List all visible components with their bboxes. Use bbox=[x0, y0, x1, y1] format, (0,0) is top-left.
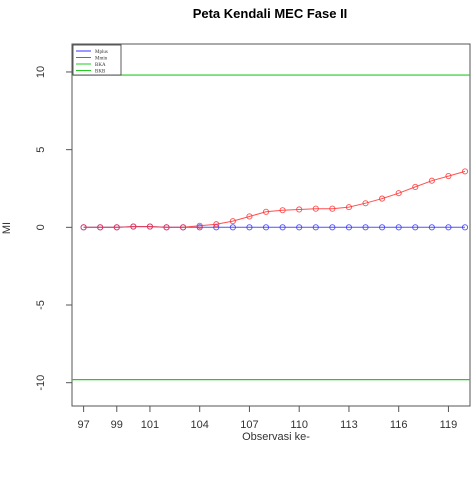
data-point-mmin bbox=[97, 224, 104, 231]
y-tick-label: 0 bbox=[35, 224, 47, 230]
data-point-mplus bbox=[395, 224, 402, 231]
y-tick-label: 5 bbox=[35, 147, 47, 153]
series-layer bbox=[72, 74, 470, 381]
legend-label-mplus: Mplus bbox=[95, 50, 108, 55]
x-tick-label: 113 bbox=[340, 419, 358, 431]
y-tick-label: 10 bbox=[35, 66, 47, 78]
data-point-mplus bbox=[213, 224, 220, 231]
data-point-mmin bbox=[428, 177, 435, 184]
data-point-mplus bbox=[229, 224, 236, 231]
data-point-mmin bbox=[196, 222, 203, 229]
x-tick-label: 119 bbox=[440, 419, 458, 431]
data-point-mmin bbox=[312, 205, 319, 212]
data-point-mmin bbox=[229, 218, 236, 225]
y-tick-label: -5 bbox=[35, 300, 47, 310]
data-point-mplus bbox=[412, 224, 419, 231]
data-point-mmin bbox=[180, 224, 187, 231]
chart-title: Peta Kendali MEC Fase II bbox=[193, 6, 348, 21]
data-point-mmin bbox=[412, 183, 419, 190]
data-point-mmin bbox=[296, 206, 303, 213]
data-point-mmin bbox=[345, 204, 352, 211]
data-point-mmin bbox=[279, 207, 286, 214]
x-axis: 97 99 101 104 107 110 113 116 119 bbox=[77, 406, 457, 431]
data-point-mmin bbox=[113, 224, 120, 231]
data-point-mmin bbox=[461, 168, 469, 175]
data-point-mplus bbox=[329, 224, 336, 231]
data-point-mplus bbox=[379, 224, 386, 231]
data-point-mplus bbox=[262, 224, 270, 231]
data-point-mmin bbox=[395, 190, 402, 197]
data-point-mmin bbox=[130, 223, 137, 230]
data-point-mplus bbox=[296, 224, 303, 231]
data-point-mplus bbox=[428, 224, 435, 231]
y-axis-label: MI bbox=[1, 222, 13, 234]
x-tick-label: 97 bbox=[77, 419, 89, 431]
legend-label-mmin: Mmin bbox=[95, 56, 108, 61]
x-tick-label: 101 bbox=[141, 419, 159, 431]
x-tick-label: 110 bbox=[290, 419, 308, 431]
x-tick-label: 104 bbox=[191, 419, 209, 431]
data-point-mmin bbox=[445, 173, 452, 180]
data-point-mmin bbox=[163, 224, 170, 231]
y-tick-label: -10 bbox=[35, 375, 47, 391]
data-point-mmin bbox=[379, 195, 386, 202]
plot-frame bbox=[71, 43, 471, 407]
y-axis: 10 5 0 -5 -10 bbox=[35, 66, 72, 391]
data-point-mmin bbox=[362, 200, 369, 207]
x-tick-label: 99 bbox=[111, 419, 123, 431]
x-tick-label: 116 bbox=[390, 419, 408, 431]
data-point-mplus bbox=[445, 224, 452, 231]
legend-label-bkb: BKB bbox=[95, 69, 106, 74]
x-axis-label: Observasi ke- bbox=[242, 431, 310, 443]
data-point-mmin bbox=[329, 205, 336, 212]
data-point-mplus bbox=[312, 224, 319, 231]
data-point-mplus bbox=[279, 224, 286, 231]
data-point-mmin bbox=[146, 223, 153, 230]
data-point-mplus bbox=[461, 224, 469, 231]
data-point-mmin bbox=[262, 208, 270, 215]
data-point-mmin bbox=[213, 221, 220, 228]
data-point-mplus bbox=[246, 224, 253, 231]
data-point-mmin bbox=[80, 224, 87, 231]
legend-label-bka: BKA bbox=[95, 63, 106, 68]
data-point-mplus bbox=[345, 224, 352, 231]
data-point-mmin bbox=[246, 213, 253, 220]
data-point-mplus bbox=[362, 224, 369, 231]
series-line-mmin bbox=[83, 170, 466, 228]
x-tick-label: 107 bbox=[240, 419, 258, 431]
